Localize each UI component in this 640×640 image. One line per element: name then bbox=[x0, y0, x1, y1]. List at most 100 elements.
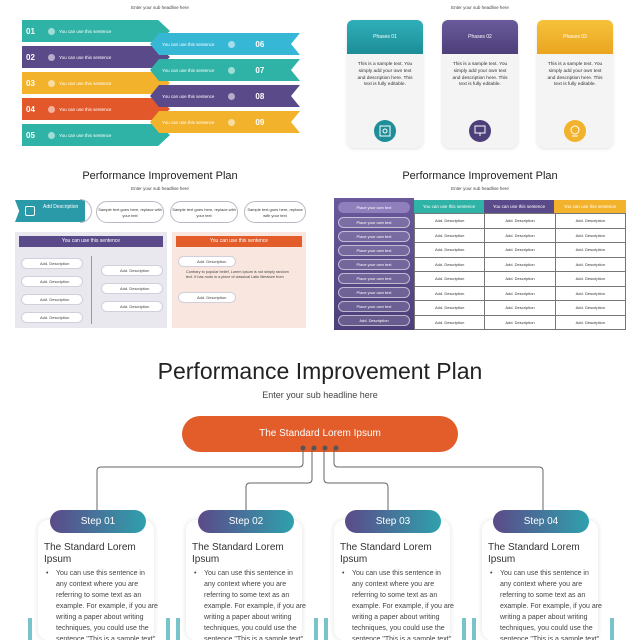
slide4-title: Performance Improvement Plan bbox=[402, 170, 558, 182]
arrow-row-08[interactable]: You can use this sentence 08 bbox=[150, 85, 300, 107]
row-text: You can use this sentence bbox=[162, 119, 215, 125]
step-label-2[interactable]: Step 02 bbox=[198, 510, 294, 533]
table-row: Add. Description Add. Description Add. Des… bbox=[413, 314, 627, 330]
col-header-2: You can use this sentence bbox=[484, 200, 554, 213]
bulb-icon bbox=[48, 131, 55, 139]
slide3-subtitle: Enter your sub headline here bbox=[131, 186, 189, 191]
bulb-icon bbox=[48, 105, 55, 113]
table-row: Add. Description Add. Description Add. Des… bbox=[413, 285, 627, 301]
side-item[interactable]: Place your own text bbox=[338, 287, 410, 298]
side-item[interactable]: Place your own text bbox=[338, 217, 410, 228]
connector-line bbox=[91, 256, 92, 324]
right-item[interactable]: Add. Description bbox=[178, 292, 236, 303]
table-cell: Add. Description bbox=[554, 285, 627, 301]
table-cell: Add. Description bbox=[554, 271, 627, 287]
slide-steps[interactable]: Performance Improvement Plan Enter your … bbox=[0, 340, 640, 640]
slide-phases[interactable]: Enter your sub headline here Phases 01 T… bbox=[320, 0, 640, 160]
arrow-row-09[interactable]: You can use this sentence 09 bbox=[150, 111, 300, 133]
table-cell: Add. Description bbox=[413, 314, 486, 330]
side-column: Place your own text bbox=[334, 198, 414, 330]
root-node[interactable]: The Standard Lorem Ipsum bbox=[182, 416, 458, 452]
card-accent bbox=[314, 618, 318, 640]
arrow-row-02[interactable]: 02 You can use this sentence bbox=[22, 46, 170, 68]
table-cell: Add. Description bbox=[554, 300, 627, 316]
side-item[interactable]: Place your own text bbox=[338, 273, 410, 284]
step-heading-4: The Standard Lorem Ipsum bbox=[488, 542, 580, 565]
phase-text: This is a sample text. You simply add yo… bbox=[357, 62, 413, 88]
row-number: 04 bbox=[26, 104, 35, 114]
sample-pill-3[interactable]: Sample text goes here, replace with your… bbox=[244, 201, 306, 223]
side-item[interactable]: Place your own text bbox=[338, 301, 410, 312]
presentation-icon bbox=[469, 120, 491, 142]
phase-card-03[interactable]: Phases 03 This is a sample text. You sim… bbox=[537, 20, 613, 148]
middle-item[interactable]: Add. Description bbox=[101, 265, 163, 276]
arrow-row-07[interactable]: You can use this sentence 07 bbox=[150, 59, 300, 81]
side-item[interactable]: Place your own text bbox=[338, 231, 410, 242]
add-description-tab[interactable]: Add Description bbox=[15, 200, 85, 222]
right-panel-header: You can use this sentence bbox=[176, 236, 302, 247]
step-body-3: You can use this sentence in any context… bbox=[342, 568, 454, 640]
phase-text: This is a sample text. You simply add yo… bbox=[547, 62, 603, 88]
left-item[interactable]: Add. Description bbox=[21, 276, 83, 287]
slide-description[interactable]: Performance Improvement Plan Enter your … bbox=[0, 160, 320, 340]
row-number: 03 bbox=[26, 78, 35, 88]
arrow-row-01[interactable]: 01 You can use this sentence bbox=[22, 20, 170, 42]
table-cell: Add. Description bbox=[413, 213, 486, 229]
middle-item[interactable]: Add. Description bbox=[101, 301, 163, 312]
side-item[interactable]: Place your own text bbox=[338, 259, 410, 270]
slide-arrows[interactable]: Enter your sub headline here 01 You can … bbox=[0, 0, 320, 160]
table-row: Add. Description Add. Description Add. Des… bbox=[413, 256, 627, 272]
row-number: 02 bbox=[26, 52, 35, 62]
bulb-icon bbox=[228, 92, 236, 100]
slide2-subtitle: Enter your sub headline here bbox=[451, 5, 509, 10]
right-panel: You can use this sentence Add. Descripti… bbox=[172, 232, 306, 328]
card-accent bbox=[610, 618, 614, 640]
middle-item[interactable]: Add. Description bbox=[101, 283, 163, 294]
row-number: 05 bbox=[26, 130, 35, 140]
table-cell: Add. Description bbox=[484, 271, 556, 287]
phase-card-01[interactable]: Phases 01 This is a sample text. You sim… bbox=[347, 20, 423, 148]
row-text: You can use this sentence bbox=[162, 67, 215, 73]
row-text: You can use this sentence bbox=[59, 132, 112, 138]
table-cell: Add. Description bbox=[484, 242, 556, 258]
sample-pill-1[interactable]: Sample text goes here, replace with your… bbox=[96, 201, 164, 223]
bulb-icon bbox=[48, 79, 55, 87]
step-label-3[interactable]: Step 03 bbox=[345, 510, 441, 533]
table-row: Add. Description Add. Description Add. Des… bbox=[413, 242, 627, 258]
table-row: Add. Description Add. Description Add. Des… bbox=[413, 300, 627, 316]
left-item[interactable]: Add. Description bbox=[21, 294, 83, 305]
table-cell: Add. Description bbox=[484, 314, 556, 330]
arrow-row-05[interactable]: 05 You can use this sentence bbox=[22, 124, 170, 146]
phase-card-02[interactable]: Phases 02 This is a sample text. You sim… bbox=[442, 20, 518, 148]
card-accent bbox=[324, 618, 328, 640]
left-item[interactable]: Add. Description bbox=[21, 312, 83, 323]
step-label-1[interactable]: Step 01 bbox=[50, 510, 146, 533]
arrow-row-06[interactable]: You can use this sentence 06 bbox=[150, 33, 300, 55]
card-accent bbox=[166, 618, 170, 640]
side-item[interactable]: Place your own text bbox=[338, 245, 410, 256]
side-item[interactable]: Add. Description bbox=[338, 315, 410, 326]
right-item[interactable]: Add. Description bbox=[178, 256, 236, 267]
step-label-4[interactable]: Step 04 bbox=[493, 510, 589, 533]
arrow-row-03[interactable]: 03 You can use this sentence bbox=[22, 72, 170, 94]
right-text: Contrary to popular belief, Lorem Ipsum … bbox=[186, 270, 289, 279]
bulb-icon bbox=[228, 66, 236, 74]
table-cell: Add. Description bbox=[413, 271, 486, 287]
table-cell: Add. Description bbox=[413, 300, 486, 316]
slide3-title: Performance Improvement Plan bbox=[82, 170, 238, 182]
arrow-row-04[interactable]: 04 You can use this sentence bbox=[22, 98, 170, 120]
card-accent bbox=[176, 618, 180, 640]
card-accent bbox=[472, 618, 476, 640]
slide-table[interactable]: Performance Improvement Plan Enter your … bbox=[320, 160, 640, 340]
row-text: You can use this sentence bbox=[162, 41, 215, 47]
step-heading-1: The Standard Lorem Ipsum bbox=[44, 542, 136, 565]
row-number: 08 bbox=[255, 91, 265, 101]
row-number: 06 bbox=[255, 39, 265, 49]
slide4-subtitle: Enter your sub headline here bbox=[451, 186, 509, 191]
description-table: Add. Description Add. Description Add. Des… bbox=[413, 213, 627, 330]
phase-header: Phases 01 bbox=[347, 20, 423, 54]
left-item[interactable]: Add. Description bbox=[21, 258, 83, 269]
sample-pill-2[interactable]: Sample text goes here, replace with your… bbox=[170, 201, 238, 223]
gear-icon bbox=[25, 206, 35, 216]
row-number: 09 bbox=[255, 117, 265, 127]
